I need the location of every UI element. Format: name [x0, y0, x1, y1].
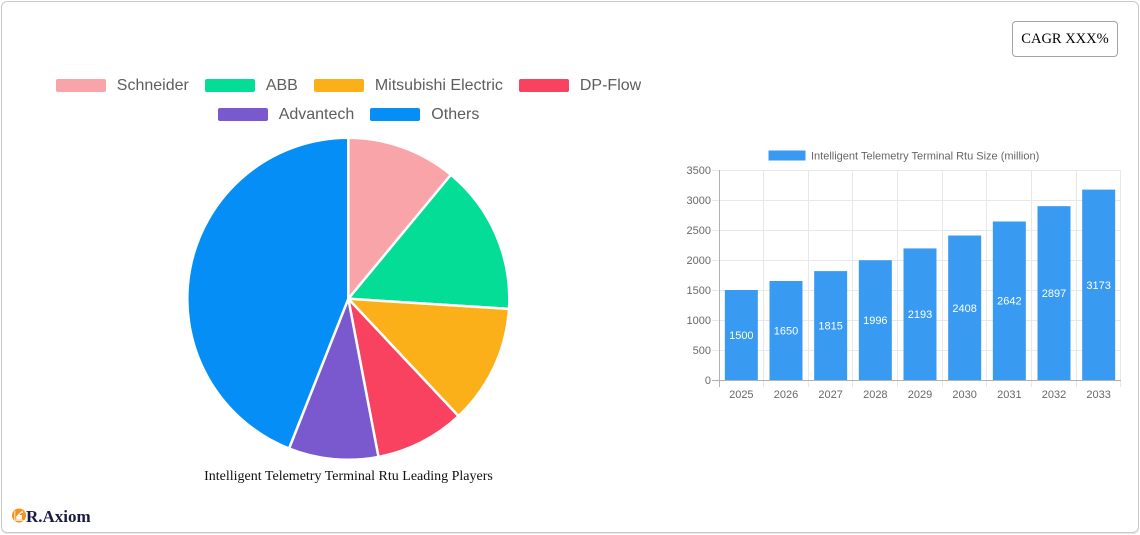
svg-text:2897: 2897 — [1042, 288, 1066, 300]
svg-text:Intelligent Telemetry Terminal: Intelligent Telemetry Terminal Rtu Size … — [811, 151, 1039, 163]
svg-text:2027: 2027 — [818, 389, 842, 401]
svg-text:500: 500 — [693, 345, 711, 357]
svg-text:1500: 1500 — [687, 285, 711, 297]
svg-text:3000: 3000 — [687, 195, 711, 207]
svg-text:2642: 2642 — [997, 296, 1021, 308]
svg-text:1650: 1650 — [774, 326, 798, 338]
svg-text:2031: 2031 — [997, 389, 1021, 401]
svg-text:3500: 3500 — [687, 165, 711, 177]
svg-text:2000: 2000 — [687, 255, 711, 267]
svg-text:2029: 2029 — [908, 389, 932, 401]
svg-text:2193: 2193 — [908, 309, 932, 321]
svg-text:1500: 1500 — [729, 330, 753, 342]
svg-text:0: 0 — [705, 375, 711, 387]
svg-text:3173: 3173 — [1086, 280, 1110, 292]
svg-text:1996: 1996 — [863, 315, 887, 327]
svg-text:2033: 2033 — [1086, 389, 1110, 401]
svg-text:2028: 2028 — [863, 389, 887, 401]
svg-text:2030: 2030 — [952, 389, 976, 401]
svg-text:1000: 1000 — [687, 315, 711, 327]
svg-text:2026: 2026 — [774, 389, 798, 401]
svg-text:2032: 2032 — [1042, 389, 1066, 401]
svg-text:2500: 2500 — [687, 225, 711, 237]
svg-text:2408: 2408 — [952, 303, 976, 315]
svg-text:1815: 1815 — [818, 321, 842, 333]
svg-text:2025: 2025 — [729, 389, 753, 401]
